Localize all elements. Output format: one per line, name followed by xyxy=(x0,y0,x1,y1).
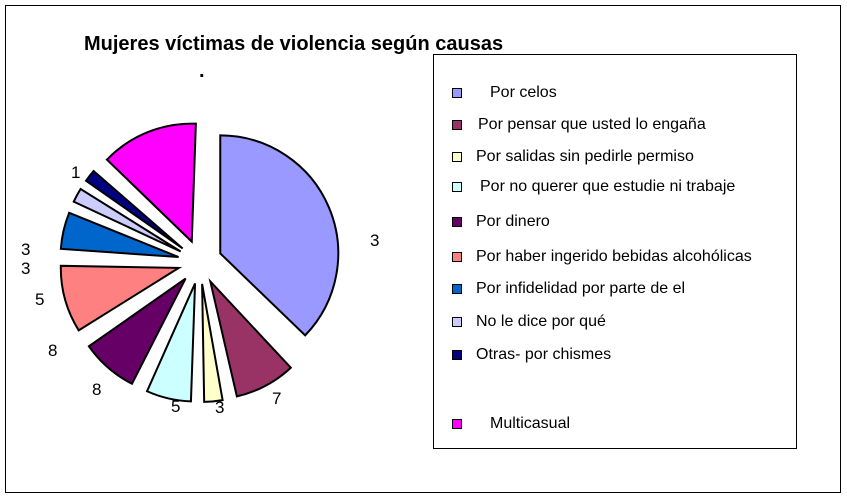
legend-swatch xyxy=(452,317,462,327)
legend-swatch xyxy=(452,252,462,262)
pie-slice xyxy=(59,264,183,332)
slice-data-label: 3 xyxy=(21,259,30,278)
legend-swatch xyxy=(452,217,462,227)
pie-slice xyxy=(87,277,187,386)
legend-item: Por pensar que usted lo engaña xyxy=(452,115,706,135)
pie-slice xyxy=(201,283,224,403)
chart-frame xyxy=(5,5,841,493)
legend-item: Por no querer que estudie ni trabaje xyxy=(452,177,735,197)
legend-item: Por dinero xyxy=(452,212,550,232)
legend-item: Por celos xyxy=(452,83,557,103)
legend-label: Por pensar que usted lo engaña xyxy=(478,116,706,133)
pie-slice xyxy=(84,169,184,250)
slice-data-label: 7 xyxy=(272,389,281,408)
legend-label: Por dinero xyxy=(476,213,550,230)
pie-slice xyxy=(72,187,182,253)
legend-swatch xyxy=(452,350,462,360)
legend-label: Por haber ingerido bebidas alcohólicas xyxy=(476,248,752,265)
legend-label: Por salidas sin pedirle permiso xyxy=(476,148,694,165)
pie-slice xyxy=(219,134,340,337)
legend-swatch xyxy=(452,419,462,429)
slice-data-label: 5 xyxy=(171,397,180,416)
slice-data-label: 8 xyxy=(92,380,101,399)
pie-slice xyxy=(208,278,293,398)
legend-item: Multicasual xyxy=(452,414,570,434)
slice-data-label: 3 xyxy=(370,231,379,250)
legend-swatch xyxy=(452,88,462,98)
pie-slice xyxy=(145,283,197,403)
chart-title-suffix: . xyxy=(199,60,205,82)
legend-label: Por celos xyxy=(490,84,557,101)
legend-item: Por infidelidad por parte de el xyxy=(452,279,685,299)
slice-data-label: 3 xyxy=(215,398,224,417)
legend-label: No le dice por qué xyxy=(476,313,606,330)
legend-label: Por no querer que estudie ni trabaje xyxy=(480,178,736,195)
legend-label: Por infidelidad por parte de el xyxy=(476,280,686,297)
legend-swatch xyxy=(452,120,462,130)
pie-slice xyxy=(59,211,179,259)
legend-swatch xyxy=(452,284,462,294)
legend-swatch xyxy=(452,182,462,192)
chart-legend: Por celos Por pensar que usted lo engaña P… xyxy=(433,54,797,449)
legend-swatch xyxy=(452,152,462,162)
slice-data-label: 3 xyxy=(21,240,30,259)
legend-item: No le dice por qué xyxy=(452,312,606,332)
pie-slice xyxy=(105,122,197,244)
legend-label: Multicasual xyxy=(490,415,571,432)
chart-title: Mujeres víctimas de violencia según caus… xyxy=(84,33,504,55)
legend-item: Otras- por chismes xyxy=(452,345,611,365)
legend-item: Por haber ingerido bebidas alcohólicas xyxy=(452,247,752,267)
slice-data-label: 1 xyxy=(71,163,80,182)
slice-data-label: 8 xyxy=(48,341,57,360)
legend-label: Otras- por chismes xyxy=(476,346,612,363)
slice-data-label: 5 xyxy=(35,290,44,309)
legend-item: Por salidas sin pedirle permiso xyxy=(452,147,694,167)
